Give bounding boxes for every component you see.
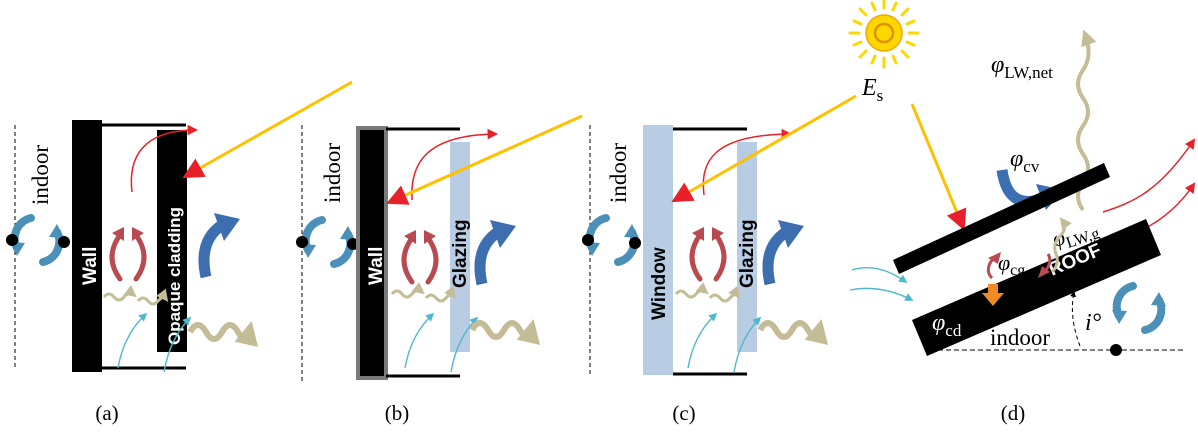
- indoor-air-node: [296, 236, 308, 248]
- conduction-arrow-icon: [982, 284, 1004, 306]
- indoor-convection-icon: [10, 218, 64, 262]
- solar-irradiance-label: Es: [861, 75, 883, 105]
- wall-label: Wall: [80, 247, 101, 285]
- sun-icon: [848, 0, 920, 69]
- cavity-convection-icon: [692, 227, 724, 279]
- outdoor-convection-arrow: [480, 220, 516, 284]
- cavity-convection-icon: [404, 230, 436, 282]
- caption-b: (b): [385, 401, 410, 425]
- opaque-cladding-layer: [157, 130, 187, 352]
- indoor-air-node: [1110, 344, 1122, 356]
- indoor-convection-icon: [1112, 286, 1166, 330]
- roof-cover-layer: [893, 163, 1110, 274]
- convective-flux-label: φcv: [1010, 146, 1040, 176]
- wall-label: Wall: [366, 247, 387, 285]
- outdoor-convection-arrow: [768, 220, 804, 284]
- longwave-net-label: φLW,net: [991, 52, 1053, 82]
- wall-layer: [72, 120, 102, 372]
- glazing-label: Glazing: [450, 219, 471, 288]
- solar-ray-d: [910, 103, 967, 231]
- indoor-convection-icon: [301, 220, 355, 264]
- indoor-air-node: [6, 234, 18, 246]
- glazing-layer: [450, 142, 470, 352]
- indoor-label: indoor: [320, 143, 345, 203]
- cladding-label: Opaque cladding: [165, 207, 184, 345]
- longwave-gap-arrow: [1050, 217, 1072, 274]
- solar-ray-a: [182, 80, 353, 179]
- window-surface-node: [629, 237, 641, 249]
- solar-ray-c: [671, 94, 857, 203]
- cavity-outlet-heat-flow: [130, 124, 199, 193]
- caption-a: (a): [95, 401, 118, 425]
- indoor-label: indoor: [606, 143, 631, 203]
- cavity-longwave-icon: [104, 293, 166, 304]
- cavity-convection-icon: [112, 227, 144, 279]
- roof-layer: [912, 219, 1161, 356]
- tilt-angle-label: i°: [1085, 310, 1102, 336]
- caption-c: (c): [672, 401, 695, 425]
- panel-c: indoor Window Glazing (c): [582, 94, 857, 425]
- indoor-air-node: [582, 234, 594, 246]
- caption-d: (d): [1001, 401, 1026, 425]
- indoor-label: indoor: [990, 325, 1050, 350]
- conductive-flux-label: φcd: [932, 310, 962, 340]
- cavity-longwave-icon: [392, 290, 454, 301]
- outdoor-longwave-icon: [472, 323, 532, 337]
- window-label: Window: [649, 247, 670, 320]
- roof-outlet-heat-flow: [1102, 138, 1196, 213]
- glazing-layer: [737, 142, 757, 352]
- cavity-longwave-icon: [676, 290, 738, 301]
- wall-layer: [356, 126, 388, 380]
- cavity-convection-icon: [986, 252, 1052, 280]
- tilt-angle-arc: [1070, 290, 1081, 347]
- solar-ray-b: [386, 114, 583, 205]
- wall-surface-node: [58, 236, 70, 248]
- panel-a: indoor Wall Opaque cladding (a): [6, 80, 353, 425]
- panel-d: Es φLW,net φcv ROOF φLW,g φcg φcd: [848, 0, 1196, 425]
- outdoor-convection-arrow: [204, 213, 240, 277]
- cavity-flux-label: φcg: [998, 250, 1025, 279]
- indoor-label: indoor: [28, 145, 53, 205]
- panel-b: indoor Wall Glazing (b): [296, 114, 583, 425]
- cavity-outlet-heat-flow: [411, 128, 499, 201]
- roof-air-inflow-icon: [849, 267, 914, 301]
- outdoor-longwave-icon: [760, 323, 820, 337]
- window-layer: [643, 125, 673, 375]
- outdoor-longwave-icon: [190, 325, 250, 339]
- glazing-label: Glazing: [737, 219, 758, 288]
